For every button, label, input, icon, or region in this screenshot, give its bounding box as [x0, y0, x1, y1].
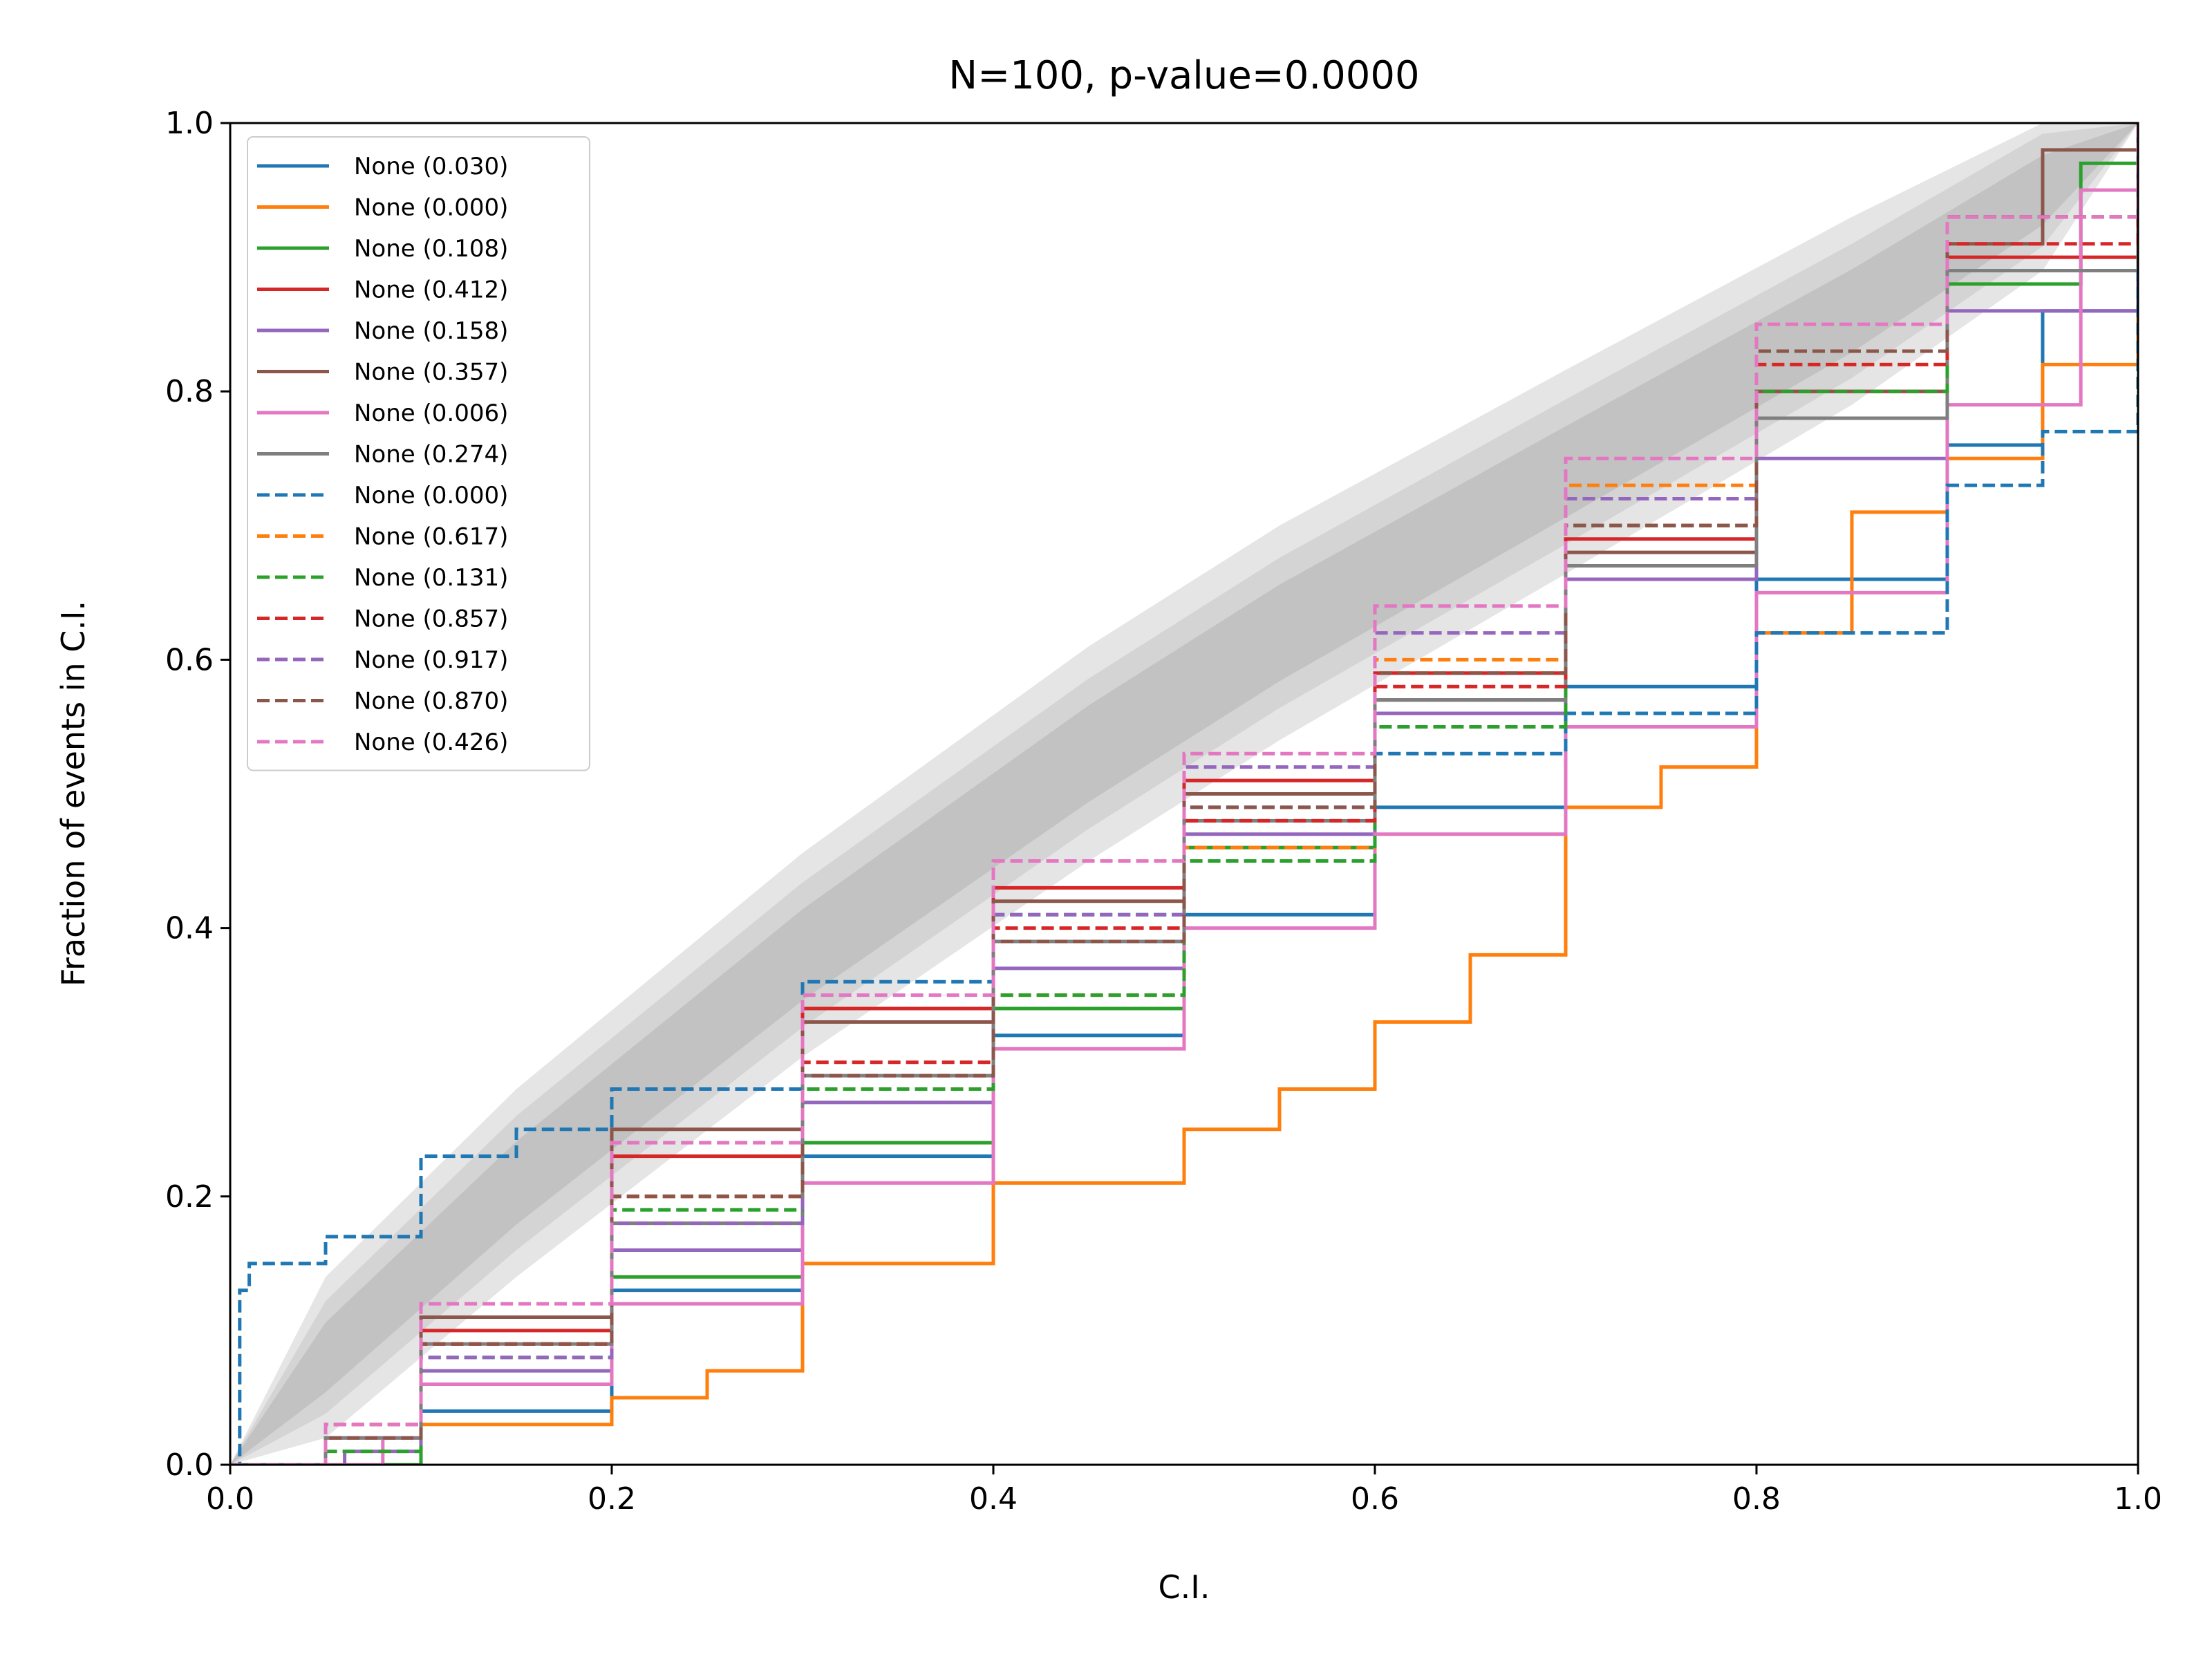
- x-tick-label: 0.6: [1351, 1481, 1399, 1517]
- x-tick-label: 0.8: [1732, 1481, 1781, 1517]
- series-line-11: [230, 123, 2138, 1465]
- x-tick-label: 0.2: [588, 1481, 636, 1517]
- series-line-1: [230, 123, 2138, 1465]
- x-axis: 0.0 0.2 0.4 0.6 0.8 1.0: [206, 1465, 2162, 1517]
- y-tick-label: 0.2: [165, 1179, 214, 1215]
- y-axis-title: Fraction of events in C.I.: [55, 601, 92, 986]
- series-line-15: [230, 123, 2138, 1465]
- series-lines: [230, 123, 2138, 1465]
- legend-label: None (0.274): [354, 441, 508, 469]
- y-tick-label: 0.4: [165, 911, 214, 946]
- legend-label: None (0.870): [354, 688, 508, 715]
- x-tick-label: 1.0: [2114, 1481, 2162, 1517]
- legend-label: None (0.108): [354, 235, 508, 263]
- legend-label: None (0.357): [354, 359, 508, 386]
- legend-label: None (0.131): [354, 564, 508, 592]
- legend-label: None (0.412): [354, 276, 508, 304]
- legend-box: [247, 136, 590, 771]
- legend-label: None (0.006): [354, 400, 508, 427]
- x-tick-label: 0.0: [206, 1481, 254, 1517]
- x-axis-title: C.I.: [1159, 1568, 1210, 1606]
- legend-label: None (0.158): [354, 317, 508, 345]
- legend-label: None (0.030): [354, 153, 508, 180]
- legend: None (0.030) None (0.000) None (0.108) None…: [247, 136, 590, 771]
- y-tick-label: 0.8: [165, 374, 214, 409]
- y-tick-label: 1.0: [165, 106, 214, 141]
- legend-label: None (0.426): [354, 729, 508, 756]
- series-line-2: [230, 123, 2138, 1465]
- y-tick-label: 0.0: [165, 1447, 214, 1483]
- y-axis: 0.0 0.2 0.4 0.6 0.8 1.0: [165, 106, 230, 1483]
- legend-label: None (0.000): [354, 194, 508, 222]
- x-tick-label: 0.4: [969, 1481, 1018, 1517]
- series-line-12: [230, 123, 2138, 1465]
- chart-title: N=100, p-value=0.0000: [948, 53, 1419, 98]
- legend-label: None (0.000): [354, 482, 508, 509]
- legend-label: None (0.917): [354, 646, 508, 674]
- y-tick-label: 0.6: [165, 642, 214, 677]
- legend-label: None (0.857): [354, 606, 508, 633]
- plot-frame: [229, 122, 2139, 1466]
- legend-label: None (0.617): [354, 523, 508, 551]
